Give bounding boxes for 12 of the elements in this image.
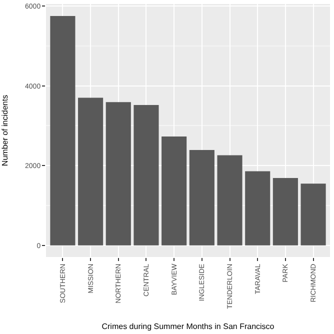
bar (50, 16, 76, 246)
x-axis-title: Crimes during Summer Months in San Francisco (102, 322, 275, 332)
y-axis-title: Number of incidents (0, 94, 10, 166)
bar (217, 155, 242, 246)
bar (78, 98, 104, 246)
bar (106, 102, 131, 246)
bar (134, 104, 159, 246)
bar (189, 150, 214, 246)
bar (272, 178, 298, 246)
bar (300, 184, 326, 246)
bar (245, 171, 270, 246)
bar (162, 136, 187, 246)
